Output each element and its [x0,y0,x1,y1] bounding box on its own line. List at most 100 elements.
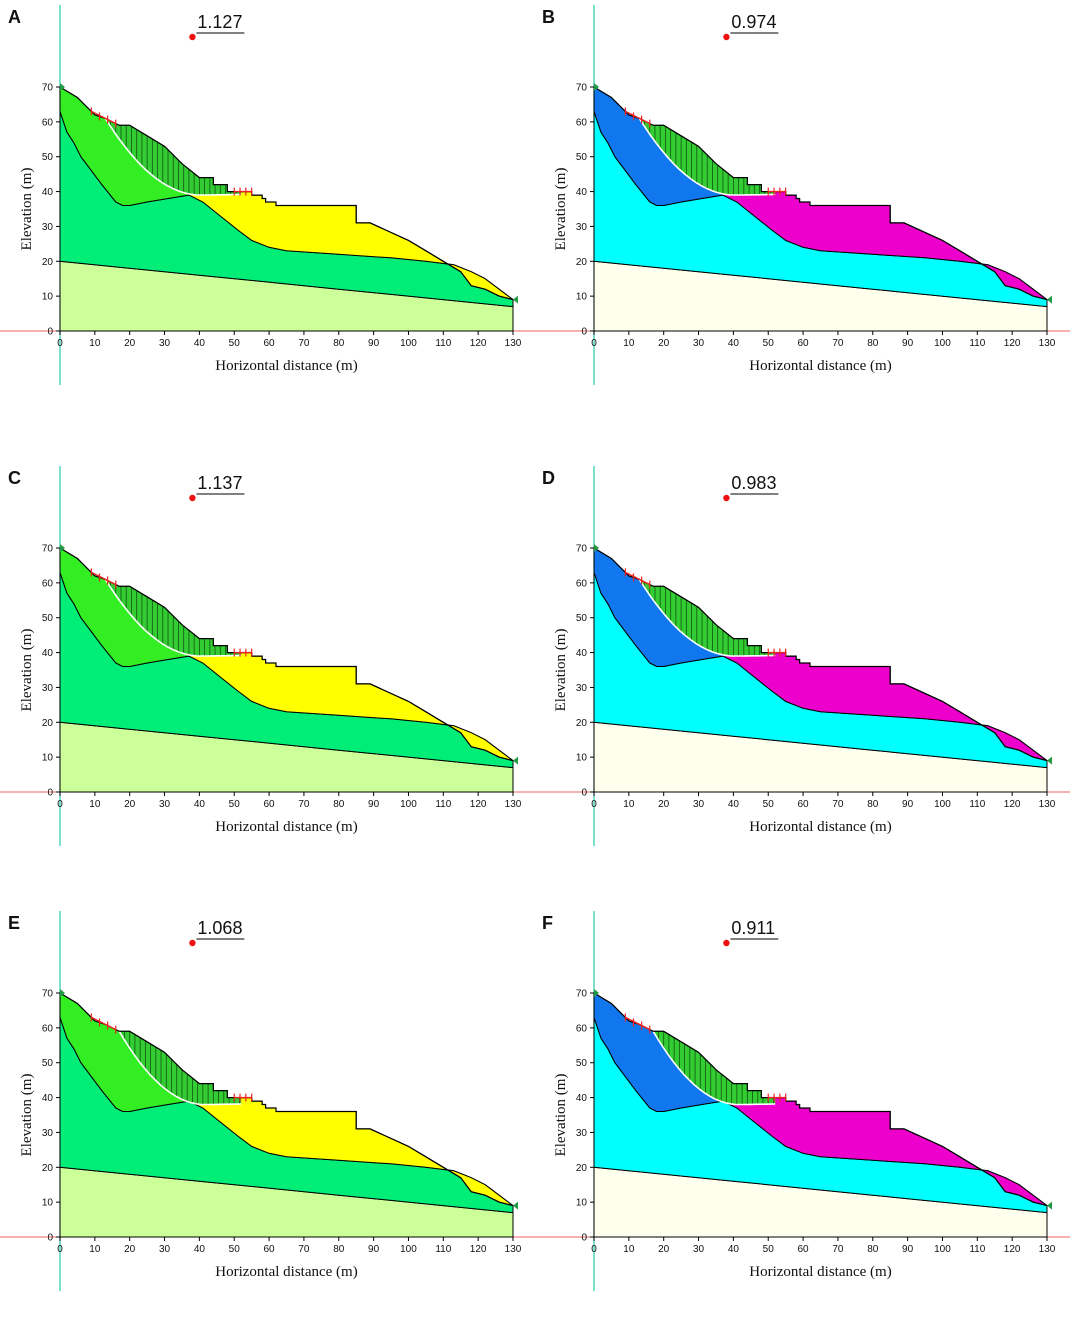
chart-f: 0 10 20 30 40 50 60 70 80 90 100 110 120 130 0 10 20 30 40… [534,911,1070,1291]
panel-label: C [8,468,21,488]
x-tick-label: 80 [333,799,345,810]
entry-range-marker-line [625,571,651,586]
x-tick-label: 60 [798,799,810,810]
y-tick-label: 40 [576,648,588,659]
y-tick-label: 60 [42,117,54,128]
y-tick-label: 50 [576,1058,588,1069]
slip-surface-line [638,117,776,196]
y-tick-label: 40 [42,1093,54,1104]
x-tick-label: 80 [333,1244,345,1255]
x-tick-label: 120 [470,1244,487,1255]
x-tick-label: 120 [470,799,487,810]
x-tick-label: 0 [57,338,63,349]
x-axis-title: Horizontal distance (m) [215,358,357,374]
entry-range-marker-line [625,110,651,125]
y-axis-title: Elevation (m) [553,168,569,251]
x-tick-label: 70 [298,799,310,810]
ground-surface-line [59,86,514,301]
factor-of-safety-value: 1.137 [197,473,242,493]
x-tick-label: 50 [763,1244,775,1255]
x-tick-label: 0 [591,799,597,810]
x-tick-label: 80 [333,338,345,349]
chart-d: 0 10 20 30 40 50 60 70 80 90 100 110 120 130 0 10 20 30 40… [534,466,1070,846]
panel-b: 0 10 20 30 40 50 60 70 80 90 100 110 120 130 0 10 20 30 40… [534,0,1070,430]
x-tick-label: 20 [658,338,670,349]
x-tick-label: 120 [1004,799,1021,810]
panel-f: 0 10 20 30 40 50 60 70 80 90 100 110 120 130 0 10 20 30 40… [534,906,1070,1336]
x-axis-title: Horizontal distance (m) [749,1264,891,1280]
x-tick-label: 50 [229,1244,241,1255]
panel-c: 0 10 20 30 40 50 60 70 80 90 100 110 120 130 0 10 20 30 40… [0,461,536,891]
x-axis-title: Horizontal distance (m) [749,819,891,835]
x-tick-label: 70 [832,1244,844,1255]
y-tick-label: 50 [42,1058,54,1069]
x-tick-label: 110 [969,1244,985,1255]
x-tick-label: 40 [728,1244,740,1255]
panel-e: 0 10 20 30 40 50 60 70 80 90 100 110 120 130 0 10 20 30 40… [0,906,536,1336]
y-tick-label: 30 [42,222,54,233]
exit-range-marker [767,1093,787,1102]
y-axis-title: Elevation (m) [553,629,569,712]
y-tick-label: 70 [576,544,588,555]
x-tick-label: 70 [298,338,310,349]
y-axis-title: Elevation (m) [19,629,35,712]
x-tick-label: 20 [658,799,670,810]
x-tick-label: 20 [124,799,136,810]
y-axis-title: Elevation (m) [553,1074,569,1157]
x-tick-label: 130 [505,338,522,349]
panel-label: A [8,7,21,27]
y-tick-label: 30 [576,1128,588,1139]
y-tick-label: 20 [42,1163,54,1174]
slip-center-dot [723,939,730,947]
factor-of-safety-value: 0.974 [731,12,776,32]
y-tick-label: 50 [42,613,54,624]
y-tick-label: 10 [576,1198,588,1209]
exit-range-marker [233,1093,253,1102]
entry-range-marker [624,1013,651,1034]
ground-surface-line [593,86,1048,301]
left-pin-icon [594,83,599,91]
x-tick-label: 130 [1039,1244,1056,1255]
x-tick-label: 120 [1004,1244,1021,1255]
factor-of-safety-value: 0.911 [731,918,775,938]
x-tick-label: 10 [89,338,101,349]
x-tick-label: 10 [623,799,635,810]
x-tick-label: 110 [435,799,451,810]
slip-center-dot [723,494,730,502]
slip-surface-line [104,117,242,196]
y-tick-label: 20 [42,718,54,729]
x-tick-label: 40 [194,338,206,349]
x-tick-label: 90 [368,799,380,810]
ground-surface-line [59,992,514,1207]
x-tick-label: 120 [470,338,487,349]
x-tick-label: 30 [159,1244,171,1255]
panel-label: E [8,913,20,933]
y-tick-label: 70 [42,83,54,94]
y-tick-label: 50 [576,152,588,163]
x-tick-label: 100 [934,338,951,349]
factor-of-safety-value: 1.068 [197,918,242,938]
y-tick-label: 70 [576,989,588,1000]
entry-range-marker [90,107,117,128]
x-tick-label: 40 [194,1244,206,1255]
x-tick-label: 10 [89,1244,101,1255]
y-tick-label: 10 [42,753,54,764]
x-tick-label: 40 [194,799,206,810]
x-tick-label: 70 [298,1244,310,1255]
y-tick-label: 50 [42,152,54,163]
x-tick-label: 70 [832,799,844,810]
y-tick-label: 60 [42,1023,54,1034]
x-tick-label: 60 [798,1244,810,1255]
slip-center-dot [723,33,730,41]
left-pin-icon [60,83,65,91]
x-tick-label: 10 [623,1244,635,1255]
x-tick-label: 20 [658,1244,670,1255]
y-tick-label: 60 [576,1023,588,1034]
x-tick-label: 110 [969,338,985,349]
chart-c: 0 10 20 30 40 50 60 70 80 90 100 110 120 130 0 10 20 30 40… [0,466,536,846]
x-axis-title: Horizontal distance (m) [215,819,357,835]
slip-center-dot [189,494,196,502]
y-tick-label: 30 [42,1128,54,1139]
y-tick-label: 60 [42,578,54,589]
x-tick-label: 100 [400,1244,417,1255]
